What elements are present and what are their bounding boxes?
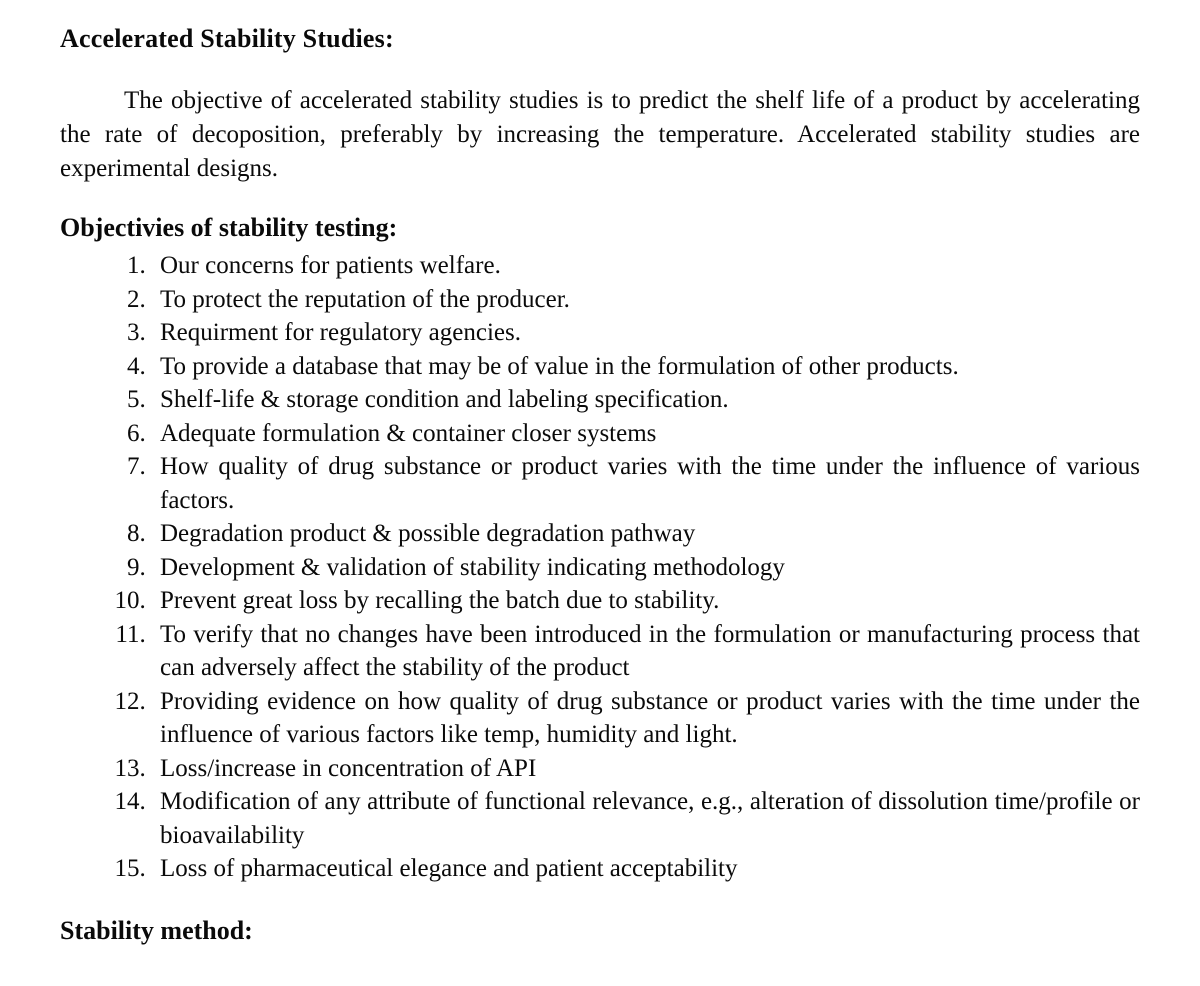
objectives-heading: Objectivies of stability testing: [60,213,1140,243]
intro-paragraph: The objective of accelerated stability s… [60,84,1140,185]
list-item: Development & validation of stability in… [152,551,1140,585]
list-item: Loss/increase in concentration of API [152,752,1140,786]
list-item: To provide a database that may be of val… [152,350,1140,384]
list-item: Our concerns for patients welfare. [152,249,1140,283]
list-item: Providing evidence on how quality of dru… [152,685,1140,752]
list-item: To verify that no changes have been intr… [152,618,1140,685]
list-item: To protect the reputation of the produce… [152,283,1140,317]
section-title-stability-method: Stability method: [60,916,1140,946]
list-item: Loss of pharmaceutical elegance and pati… [152,852,1140,886]
list-item: How quality of drug substance or product… [152,450,1140,517]
list-item: Requirment for regulatory agencies. [152,316,1140,350]
list-item: Shelf-life & storage condition and label… [152,383,1140,417]
list-item: Prevent great loss by recalling the batc… [152,584,1140,618]
list-item: Modification of any attribute of functio… [152,785,1140,852]
document-page: Accelerated Stability Studies: The objec… [0,0,1200,986]
objectives-list: Our concerns for patients welfare. To pr… [60,249,1140,886]
section-title-accelerated-stability: Accelerated Stability Studies: [60,24,1140,54]
list-item: Adequate formulation & container closer … [152,417,1140,451]
list-item: Degradation product & possible degradati… [152,517,1140,551]
